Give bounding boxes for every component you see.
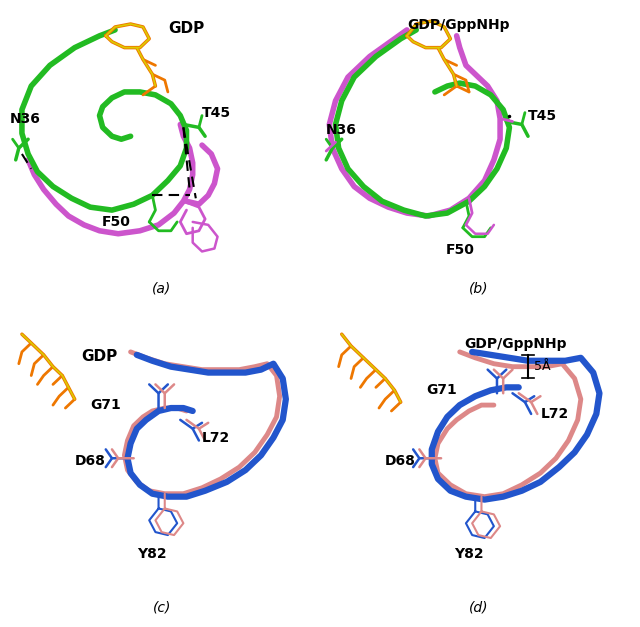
Text: 5Å: 5Å <box>534 360 551 373</box>
Text: F50: F50 <box>102 215 131 229</box>
Text: GDP: GDP <box>168 21 204 36</box>
Text: Y82: Y82 <box>454 547 484 561</box>
Text: GDP/GppNHp: GDP/GppNHp <box>407 18 509 32</box>
Text: GDP/GppNHp: GDP/GppNHp <box>465 337 567 351</box>
Text: F50: F50 <box>445 243 474 256</box>
Text: N36: N36 <box>326 124 357 137</box>
Text: (d): (d) <box>468 601 488 615</box>
Text: Y82: Y82 <box>138 547 167 561</box>
Text: G71: G71 <box>90 398 122 412</box>
Text: D68: D68 <box>385 454 416 468</box>
Text: T45: T45 <box>202 105 231 120</box>
Text: (a): (a) <box>152 282 172 296</box>
Text: GDP: GDP <box>81 349 117 364</box>
Text: (b): (b) <box>468 282 488 296</box>
Text: D68: D68 <box>75 454 106 468</box>
Text: (c): (c) <box>152 601 171 615</box>
Text: L72: L72 <box>202 431 230 445</box>
Text: G71: G71 <box>426 383 456 398</box>
Text: L72: L72 <box>540 407 569 421</box>
Text: N36: N36 <box>10 112 40 125</box>
Text: T45: T45 <box>528 108 557 122</box>
